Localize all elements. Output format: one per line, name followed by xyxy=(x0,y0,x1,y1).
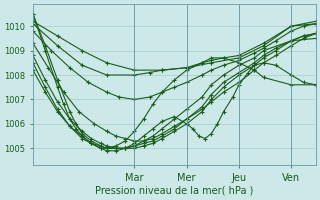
X-axis label: Pression niveau de la mer( hPa ): Pression niveau de la mer( hPa ) xyxy=(95,186,253,196)
